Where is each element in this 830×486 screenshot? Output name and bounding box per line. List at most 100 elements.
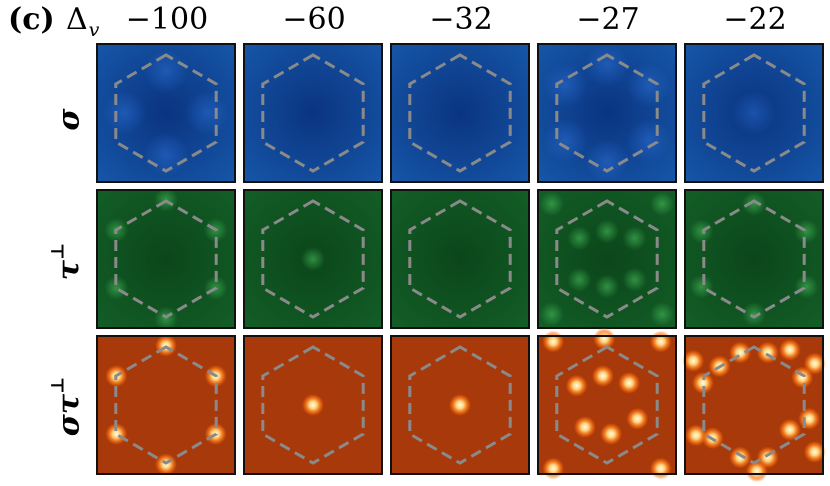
- heatmap-panel-green: [390, 189, 530, 329]
- intensity-peak: [105, 422, 128, 445]
- panel-frame: [390, 43, 530, 183]
- intensity-peak: [600, 422, 623, 445]
- panel-frame: [390, 189, 530, 329]
- intensity-glow: [794, 219, 819, 244]
- intensity-glow: [585, 42, 629, 87]
- intensity-peak: [618, 371, 641, 394]
- panel-frame: [96, 189, 236, 329]
- heatmap-panel-orange: [96, 334, 236, 476]
- intensity-peak: [302, 394, 324, 416]
- intensity-glow: [567, 226, 592, 251]
- intensity-peak: [803, 440, 826, 463]
- panel-frame: [96, 335, 236, 475]
- intensity-glow: [732, 91, 776, 135]
- intensity-glow: [650, 302, 675, 327]
- intensity-peak: [649, 330, 672, 353]
- brillouin-zone-hexagon: [408, 53, 512, 173]
- intensity-peak: [591, 365, 614, 388]
- intensity-glow: [650, 191, 675, 216]
- intensity-peak: [649, 457, 672, 480]
- intensity-glow: [144, 49, 188, 94]
- intensity-glow: [102, 91, 147, 135]
- intensity-glow: [742, 302, 766, 327]
- panel-background: [538, 190, 676, 328]
- panel-frame: [537, 43, 677, 183]
- panel-frame: [243, 189, 383, 329]
- intensity-glow: [689, 274, 714, 299]
- intensity-peak: [791, 366, 814, 389]
- column-header: −27: [576, 2, 640, 37]
- panel-frame: [684, 189, 824, 329]
- intensity-glow: [622, 267, 647, 292]
- intensity-glow: [543, 118, 588, 163]
- intensity-glow: [794, 274, 819, 299]
- intensity-peak: [682, 349, 705, 372]
- intensity-glow: [595, 274, 619, 299]
- heatmap-panel-orange: [243, 335, 383, 475]
- parameter-subscript: v: [88, 19, 100, 41]
- heatmap-panel-green: [684, 189, 824, 329]
- panel-frame: [684, 43, 824, 183]
- intensity-peak: [778, 418, 801, 441]
- intensity-glow: [539, 302, 564, 327]
- brillouin-zone-hexagon: [261, 199, 365, 319]
- intensity-peak: [691, 371, 714, 394]
- panel-background: [244, 44, 382, 182]
- heatmap-panel-blue: [537, 42, 677, 184]
- column-header: −32: [429, 2, 493, 37]
- panel-frame: [537, 189, 677, 329]
- brillouin-zone-hexagon: [702, 345, 806, 465]
- brillouin-zone-hexagon: [555, 345, 659, 465]
- intensity-glow: [742, 191, 766, 216]
- intensity-glow: [567, 267, 592, 292]
- panel-frame: [96, 43, 236, 183]
- intensity-peak: [685, 424, 708, 447]
- panel-background: [97, 336, 235, 474]
- heatmap-panel-green: [537, 189, 677, 329]
- brillouin-zone-hexagon: [114, 199, 218, 319]
- brillouin-zone-hexagon: [702, 53, 806, 173]
- intensity-glow: [622, 226, 647, 251]
- brillouin-zone-hexagon: [114, 53, 218, 173]
- intensity-peak: [745, 460, 768, 483]
- heatmap-panel-green: [96, 187, 236, 331]
- parameter-label: Δv: [66, 2, 99, 41]
- intensity-peak: [449, 394, 471, 416]
- brillouin-zone-hexagon: [408, 345, 512, 465]
- intensity-peak: [756, 341, 779, 364]
- intensity-peak: [798, 407, 821, 430]
- panel-background: [391, 190, 529, 328]
- heatmap-panel-orange: [390, 335, 530, 475]
- panel-frame: [243, 43, 383, 183]
- panel-frame: [684, 335, 824, 475]
- brillouin-zone-hexagon: [261, 53, 365, 173]
- column-header: −22: [723, 2, 787, 37]
- intensity-glow: [185, 91, 230, 135]
- intensity-glow: [301, 247, 325, 271]
- panel-background: [538, 336, 676, 474]
- intensity-peak: [542, 330, 565, 353]
- brillouin-zone-hexagon: [702, 199, 806, 319]
- intensity-peak: [729, 446, 752, 469]
- heatmap-panel-blue: [243, 43, 383, 183]
- brillouin-zone-hexagon: [261, 345, 365, 465]
- intensity-glow: [543, 63, 588, 108]
- intensity-glow: [626, 63, 671, 108]
- panel-background: [685, 336, 823, 474]
- intensity-glow: [585, 139, 629, 184]
- parameter-symbol: Δ: [66, 2, 88, 37]
- intensity-glow: [595, 219, 619, 244]
- intensity-peak: [573, 416, 596, 439]
- brillouin-zone-hexagon: [114, 345, 218, 465]
- intensity-peak: [565, 374, 588, 397]
- panel-background: [391, 44, 529, 182]
- intensity-glow: [626, 118, 671, 163]
- brillouin-zone-hexagon: [408, 199, 512, 319]
- heatmap-panel-orange: [682, 335, 826, 483]
- panel-frame: [537, 335, 677, 475]
- panel-frame: [390, 335, 530, 475]
- heatmap-panel-blue: [96, 43, 236, 183]
- brillouin-zone-hexagon: [555, 199, 659, 319]
- brillouin-zone-hexagon: [555, 53, 659, 173]
